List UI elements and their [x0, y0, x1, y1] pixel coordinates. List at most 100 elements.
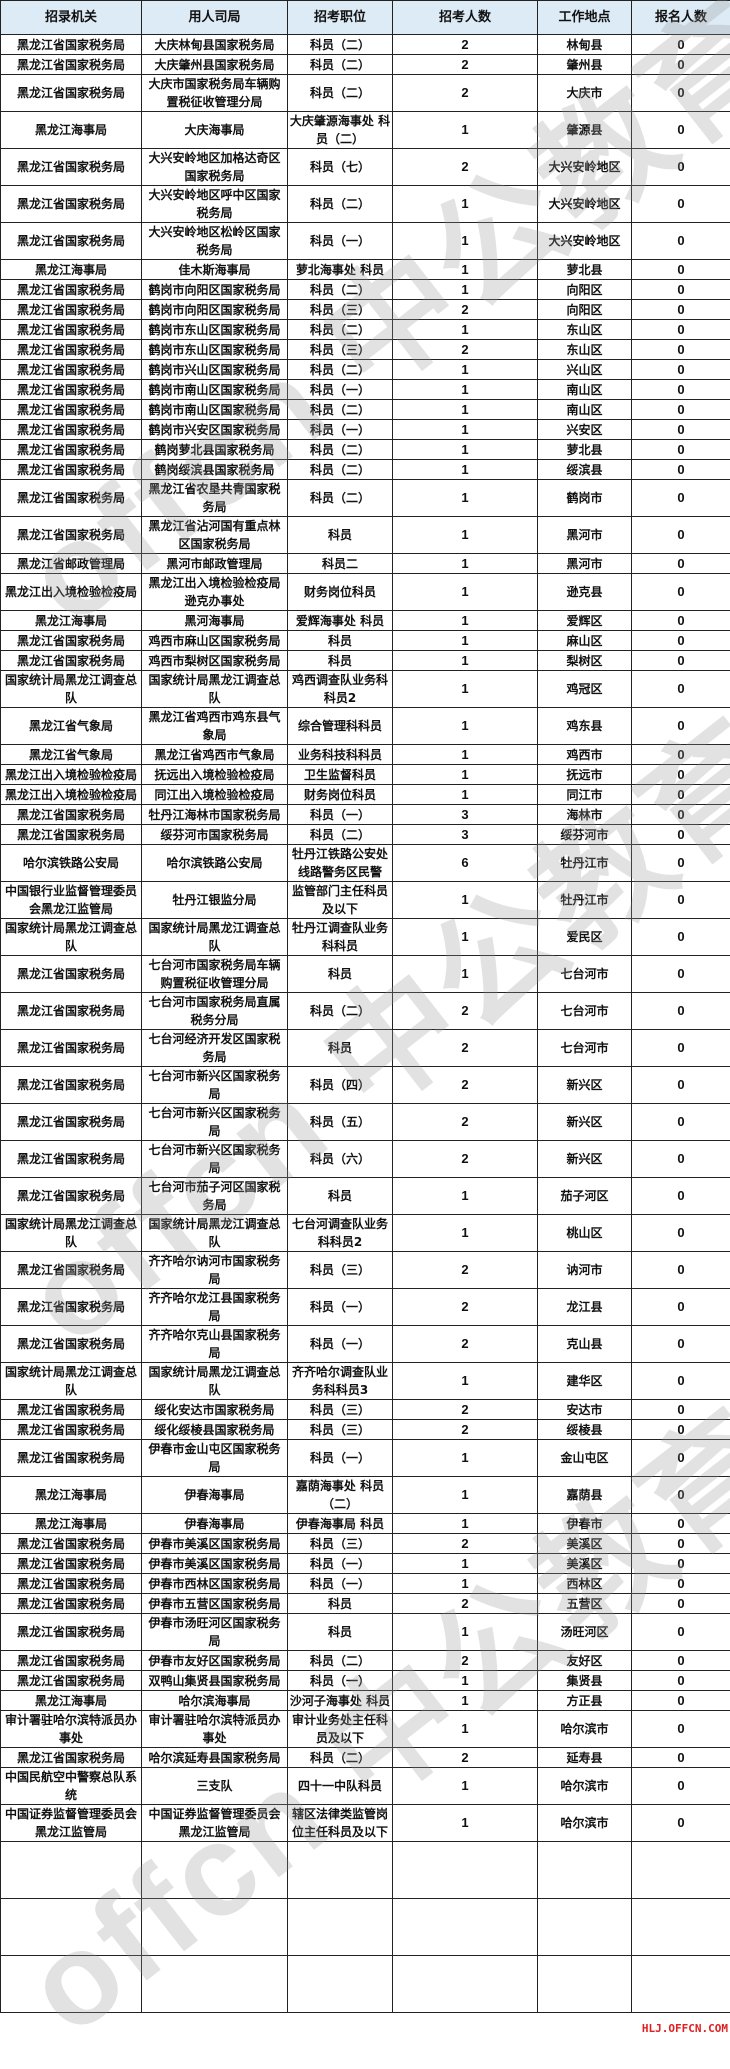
table-cell: 2	[393, 1534, 538, 1554]
table-cell: 0	[632, 574, 730, 611]
table-cell: 1	[393, 919, 538, 956]
table-cell: 0	[632, 320, 730, 340]
empty-cell	[1, 1899, 142, 1956]
table-cell: 黑龙江海事局	[1, 611, 142, 631]
table-cell: 绥芬河市国家税务局	[142, 825, 288, 845]
table-cell: 0	[632, 1363, 730, 1400]
table-cell: 1	[393, 517, 538, 554]
table-cell: 黑龙江省国家税务局	[1, 223, 142, 260]
table-cell: 科员（一）	[288, 1326, 393, 1363]
table-cell: 国家统计局黑龙江调查总队	[1, 671, 142, 708]
table-cell: 新兴区	[538, 1141, 632, 1178]
table-cell: 齐齐哈尔调查队业务科科员3	[288, 1363, 393, 1400]
table-cell: 黑龙江省国家税务局	[1, 1252, 142, 1289]
table-cell: 沙河子海事处 科员	[288, 1691, 393, 1711]
table-cell: 0	[632, 280, 730, 300]
table-cell: 方正县	[538, 1691, 632, 1711]
empty-cell	[393, 1842, 538, 1899]
table-cell: 黑龙江省农垦共青国家税务局	[142, 480, 288, 517]
table-cell: 鹤岗市南山区国家税务局	[142, 380, 288, 400]
table-cell: 业务科技科科员	[288, 745, 393, 765]
table-cell: 大庆肇州县国家税务局	[142, 55, 288, 75]
table-cell: 绥化绥棱县国家税务局	[142, 1420, 288, 1440]
table-cell: 0	[632, 300, 730, 320]
table-cell: 科员（二）	[288, 360, 393, 380]
table-cell: 2	[393, 1030, 538, 1067]
table-cell: 黑河海事局	[142, 611, 288, 631]
table-cell: 萝北县	[538, 260, 632, 280]
table-cell: 2	[393, 300, 538, 320]
table-cell: 黑龙江省国家税务局	[1, 75, 142, 112]
table-cell: 0	[632, 360, 730, 380]
table-cell: 黑龙江省国家税务局	[1, 280, 142, 300]
table-cell: 萝北海事处 科员	[288, 260, 393, 280]
table-cell: 黑龙江省鸡西市鸡东县气象局	[142, 708, 288, 745]
empty-cell	[538, 1899, 632, 1956]
table-cell: 1	[393, 460, 538, 480]
table-cell: 伊春市西林区国家税务局	[142, 1574, 288, 1594]
table-cell: 七台河市国家税务局车辆购置税征收管理分局	[142, 956, 288, 993]
table-cell: 科员	[288, 1594, 393, 1614]
table-cell: 黑龙江省沾河国有重点林区国家税务局	[142, 517, 288, 554]
table-header-row: 招录机关用人司局招考职位招考人数工作地点报名人数	[1, 1, 730, 35]
table-cell: 2	[393, 75, 538, 112]
table-cell: 0	[632, 223, 730, 260]
table-cell: 牡丹江市	[538, 845, 632, 882]
table-cell: 大兴安岭地区呼中区国家税务局	[142, 186, 288, 223]
table-cell: 鹤岗市向阳区国家税务局	[142, 300, 288, 320]
table-cell: 国家统计局黑龙江调查总队	[142, 1215, 288, 1252]
table-cell: 黑龙江海事局	[1, 1514, 142, 1534]
table-cell: 延寿县	[538, 1748, 632, 1768]
table-cell: 黑龙江省国家税务局	[1, 300, 142, 320]
table-cell: 0	[632, 1671, 730, 1691]
table-cell: 建华区	[538, 1363, 632, 1400]
table-cell: 鸡西市	[538, 745, 632, 765]
table-cell: 七台河调查队业务科科员2	[288, 1215, 393, 1252]
table-cell: 黑龙江省国家税务局	[1, 440, 142, 460]
table-cell: 1	[393, 956, 538, 993]
table-row: 中国证券监督管理委员会黑龙江监管局中国证券监督管理委员会黑龙江监管局辖区法律类监…	[1, 1805, 730, 1842]
table-cell: 科员（一）	[288, 805, 393, 825]
site-footer-url: HLJ.OFFCN.COM	[642, 2022, 728, 2035]
empty-cell	[538, 1956, 632, 2013]
table-cell: 2	[393, 1141, 538, 1178]
table-cell: 科员	[288, 1178, 393, 1215]
table-cell: 0	[632, 1651, 730, 1671]
table-cell: 哈尔滨海事局	[142, 1691, 288, 1711]
table-cell: 1	[393, 882, 538, 919]
table-cell: 黑龙江省国家税务局	[1, 825, 142, 845]
table-cell: 1	[393, 765, 538, 785]
table-cell: 2	[393, 149, 538, 186]
table-cell: 1	[393, 785, 538, 805]
table-cell: 嘉荫海事处 科员（二）	[288, 1477, 393, 1514]
table-cell: 黑龙江海事局	[1, 260, 142, 280]
table-cell: 1	[393, 420, 538, 440]
table-cell: 黑龙江省国家税务局	[1, 460, 142, 480]
table-cell: 哈尔滨市	[538, 1805, 632, 1842]
table-cell: 黑龙江省国家税务局	[1, 480, 142, 517]
table-cell: 1	[393, 360, 538, 380]
table-cell: 0	[632, 1534, 730, 1554]
table-cell: 0	[632, 785, 730, 805]
table-cell: 0	[632, 75, 730, 112]
table-cell: 0	[632, 882, 730, 919]
table-cell: 抚远出入境检验检疫局	[142, 765, 288, 785]
table-cell: 克山县	[538, 1326, 632, 1363]
table-cell: 黑龙江省国家税务局	[1, 420, 142, 440]
table-cell: 科员	[288, 517, 393, 554]
table-cell: 科员	[288, 956, 393, 993]
table-cell: 黑龙江省国家税务局	[1, 956, 142, 993]
